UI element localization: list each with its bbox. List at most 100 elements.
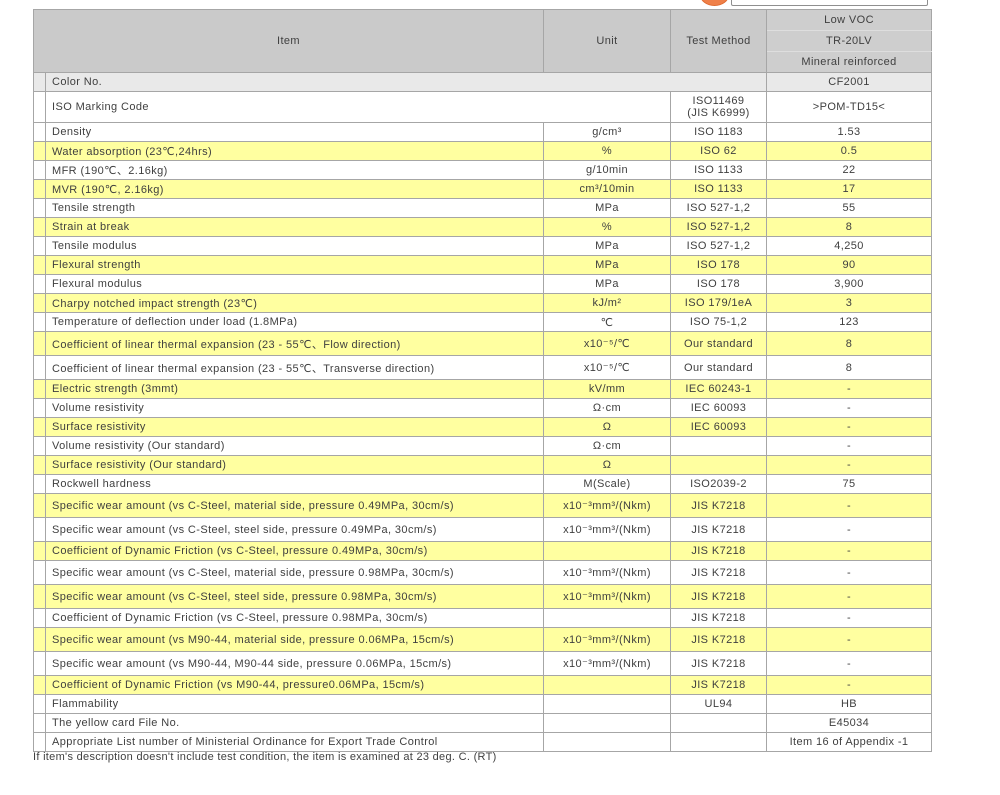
unit-cell	[543, 675, 671, 695]
item-cell: Density	[45, 122, 544, 142]
unit-cell: x10⁻⁵/℃	[543, 331, 671, 356]
table-row: MVR (190℃, 2.16kg) cm³/10min ISO 1133 17	[33, 179, 932, 199]
item-cell: Surface resistivity	[45, 417, 544, 437]
unit-cell: cm³/10min	[543, 179, 671, 199]
item-cell: Coefficient of Dynamic Friction (vs M90-…	[45, 675, 544, 695]
row-marker-cell	[33, 651, 46, 676]
top-text-input[interactable]	[731, 0, 928, 6]
orange-button[interactable]	[700, 0, 729, 6]
item-cell: Tensile modulus	[45, 236, 544, 256]
item-cell: Specific wear amount (vs M90-44, M90-44 …	[45, 651, 544, 676]
value-cell: 8	[766, 355, 932, 380]
row-marker-cell	[33, 493, 46, 518]
method-cell: IEC 60093	[670, 398, 767, 418]
table-row: Specific wear amount (vs C-Steel, steel …	[33, 517, 932, 542]
unit-cell: x10⁻³mm³/(Nkm)	[543, 493, 671, 518]
row-marker-cell	[33, 236, 46, 256]
method-cell: JIS K7218	[670, 541, 767, 561]
method-cell: ISO 178	[670, 274, 767, 294]
unit-cell: g/10min	[543, 160, 671, 180]
unit-cell: MPa	[543, 255, 671, 275]
unit-cell: MPa	[543, 198, 671, 218]
value-cell: 4,250	[766, 236, 932, 256]
row-marker-cell	[33, 474, 46, 494]
row-marker-cell	[33, 417, 46, 437]
unit-cell: MPa	[543, 274, 671, 294]
item-cell: Flexural modulus	[45, 274, 544, 294]
unit-cell: Ω	[543, 455, 671, 475]
row-marker-cell	[33, 179, 46, 199]
method-cell: ISO 527-1,2	[670, 217, 767, 237]
table-row: Electric strength (3mmt) kV/mm IEC 60243-1…	[33, 379, 932, 399]
method-cell	[670, 732, 767, 752]
row-marker-cell	[33, 312, 46, 332]
value-cell: -	[766, 541, 932, 561]
value-cell: 8	[766, 331, 932, 356]
table-row: Specific wear amount (vs M90-44, M90-44 …	[33, 651, 932, 676]
row-marker-cell	[33, 713, 46, 733]
value-cell: 123	[766, 312, 932, 332]
table-row: Rockwell hardness M(Scale) ISO2039-2 75	[33, 474, 932, 494]
item-cell: Specific wear amount (vs C-Steel, steel …	[45, 584, 544, 609]
row-marker-cell	[33, 694, 46, 714]
unit-cell: kV/mm	[543, 379, 671, 399]
unit-cell: M(Scale)	[543, 474, 671, 494]
row-marker-cell	[33, 274, 46, 294]
method-cell: JIS K7218	[670, 651, 767, 676]
color-no-row: Color No. CF2001	[33, 72, 932, 92]
table-row: Tensile modulus MPa ISO 527-1,2 4,250	[33, 236, 932, 256]
row-marker-cell	[33, 732, 46, 752]
value-cell: -	[766, 627, 932, 652]
table-row: Flexural modulus MPa ISO 178 3,900	[33, 274, 932, 294]
table-row: Coefficient of linear thermal expansion …	[33, 331, 932, 356]
table-row: Volume resistivity Ω·cm IEC 60093-	[33, 398, 932, 418]
table-row: Specific wear amount (vs M90-44, materia…	[33, 627, 932, 652]
method-cell: ISO 527-1,2	[670, 236, 767, 256]
table-row: Flammability UL94 HB	[33, 694, 932, 714]
value-cell: 1.53	[766, 122, 932, 142]
unit-cell	[543, 608, 671, 628]
value-cell: >POM-TD15<	[766, 91, 932, 123]
item-cell: Electric strength (3mmt)	[45, 379, 544, 399]
method-cell	[670, 436, 767, 456]
value-cell: 90	[766, 255, 932, 275]
unit-cell: Ω·cm	[543, 436, 671, 456]
item-cell: Specific wear amount (vs C-Steel, materi…	[45, 560, 544, 585]
method-cell: JIS K7218	[670, 584, 767, 609]
value-cell: 8	[766, 217, 932, 237]
item-cell: The yellow card File No.	[45, 713, 544, 733]
row-marker-cell	[33, 627, 46, 652]
row-marker-cell	[33, 72, 46, 92]
item-cell: Specific wear amount (vs C-Steel, steel …	[45, 517, 544, 542]
row-marker-cell	[33, 160, 46, 180]
method-cell: UL94	[670, 694, 767, 714]
table-row: Surface resistivity Ω IEC 60093-	[33, 417, 932, 437]
item-cell: MVR (190℃, 2.16kg)	[45, 179, 544, 199]
unit-cell: %	[543, 217, 671, 237]
row-marker-cell	[33, 455, 46, 475]
value-cell: -	[766, 417, 932, 437]
value-cell: -	[766, 455, 932, 475]
unit-cell	[543, 732, 671, 752]
value-cell: -	[766, 517, 932, 542]
method-cell: JIS K7218	[670, 608, 767, 628]
unit-cell: x10⁻³mm³/(Nkm)	[543, 560, 671, 585]
product-header-type: Mineral reinforced	[766, 51, 932, 73]
item-cell: Charpy notched impact strength (23℃)	[45, 293, 544, 313]
method-cell: Our standard	[670, 355, 767, 380]
item-cell: Strain at break	[45, 217, 544, 237]
item-cell: Rockwell hardness	[45, 474, 544, 494]
unit-cell: g/cm³	[543, 122, 671, 142]
method-cell: ISO 527-1,2	[670, 198, 767, 218]
method-cell: IEC 60243-1	[670, 379, 767, 399]
item-cell: Flexural strength	[45, 255, 544, 275]
row-marker-cell	[33, 584, 46, 609]
item-cell: Coefficient of Dynamic Friction (vs C-St…	[45, 541, 544, 561]
value-cell: Item 16 of Appendix -1	[766, 732, 932, 752]
table-body: Color No. CF2001 ISO Marking Code ISO114…	[33, 72, 932, 752]
row-marker-cell	[33, 541, 46, 561]
row-marker-cell	[33, 255, 46, 275]
row-marker-cell	[33, 198, 46, 218]
unit-cell: MPa	[543, 236, 671, 256]
value-cell: 55	[766, 198, 932, 218]
